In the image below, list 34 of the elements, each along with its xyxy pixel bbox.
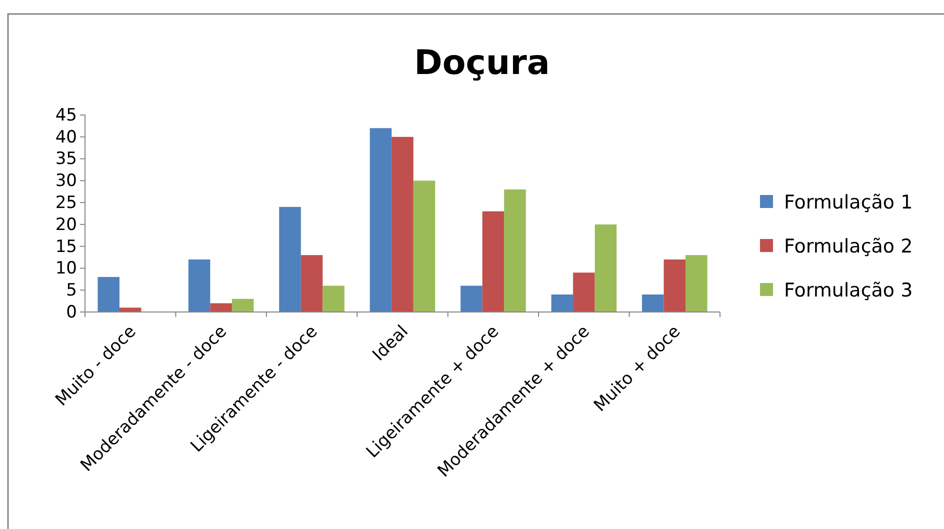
bar [573, 272, 595, 312]
y-tick-label: 45 [55, 105, 77, 126]
y-tick-label: 40 [55, 127, 77, 148]
legend-label: Formulação 3 [784, 280, 913, 302]
bar [686, 255, 708, 312]
bar [594, 224, 617, 312]
y-tick-label: 30 [55, 171, 77, 192]
y-tick-label: 15 [55, 236, 77, 257]
bar [551, 294, 574, 312]
legend-label: Formulação 1 [784, 192, 913, 214]
bar [210, 303, 232, 312]
bar [392, 136, 414, 312]
bar [300, 255, 323, 312]
bar [119, 308, 142, 312]
bar [642, 294, 664, 312]
bar [664, 259, 686, 312]
bar [232, 298, 254, 312]
y-tick-label: 35 [55, 149, 77, 170]
bar [482, 211, 504, 312]
bar [279, 206, 301, 312]
chart-title: Doçura [414, 43, 550, 83]
y-tick-label: 20 [55, 214, 77, 235]
bar [98, 276, 120, 312]
bar [370, 128, 392, 312]
y-tick-label: 5 [66, 280, 77, 301]
bar [413, 180, 436, 312]
y-tick-label: 0 [66, 302, 77, 322]
bar [504, 189, 526, 312]
legend-label: Formulação 2 [784, 236, 913, 258]
y-tick-label: 25 [55, 192, 77, 213]
bar [188, 259, 210, 312]
y-tick-label: 10 [55, 258, 77, 279]
bar [322, 286, 344, 312]
bar [460, 286, 482, 312]
